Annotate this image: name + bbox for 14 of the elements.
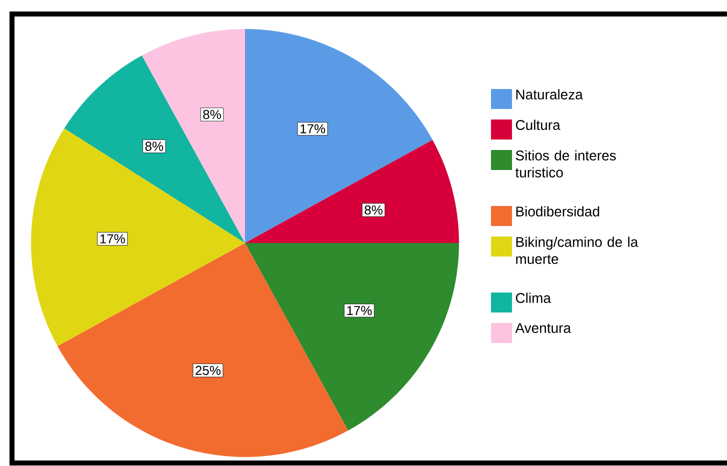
legend-label: Biking/camino de la muerte — [516, 236, 638, 264]
legend-label: Cultura — [516, 120, 560, 130]
legend-label: Aventura — [515, 323, 571, 333]
legend-label: Naturaleza — [516, 89, 583, 100]
data-label: 17% — [100, 234, 125, 244]
legend-label: Biodibersidad — [516, 206, 600, 216]
data-label: 17% — [347, 306, 372, 316]
legend-label: Clima — [516, 292, 551, 303]
data-label: 25% — [196, 366, 221, 376]
data-label: 8% — [203, 110, 221, 120]
data-label: 8% — [364, 205, 382, 215]
data-label: 17% — [300, 124, 326, 134]
legend-label: Sitios de interes turistico — [515, 150, 616, 178]
data-label: 8% — [145, 142, 164, 151]
